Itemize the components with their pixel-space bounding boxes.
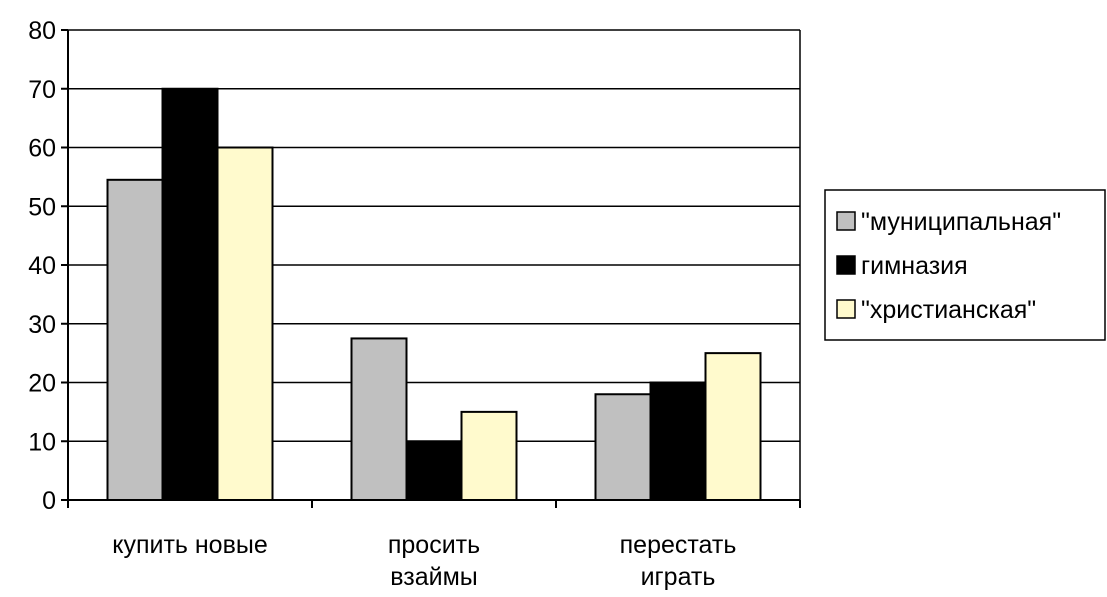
x-category-label: перестать играть xyxy=(620,531,737,591)
bars xyxy=(106,87,762,501)
legend-entry-label: "христианская" xyxy=(861,296,1036,324)
y-tick-label: 60 xyxy=(28,135,56,163)
y-tick-label: 70 xyxy=(28,76,56,104)
y-tick-label: 0 xyxy=(42,487,56,515)
legend-entry-label: "муниципальная" xyxy=(861,208,1061,236)
legend: "муниципальная" гимназия "христианская" xyxy=(824,189,1106,341)
bar xyxy=(216,146,274,501)
y-tick-label: 10 xyxy=(28,428,56,456)
y-tick-label: 80 xyxy=(28,17,56,45)
x-axis-categories: купить новые просить взаймы перестать играть xyxy=(67,500,801,591)
bar xyxy=(106,178,164,501)
legend-box xyxy=(824,189,1106,341)
legend-swatch xyxy=(836,299,856,319)
y-tick-label: 20 xyxy=(28,370,56,398)
legend-swatch xyxy=(836,255,856,275)
bar xyxy=(649,381,707,501)
bar xyxy=(594,393,652,501)
legend-swatch xyxy=(836,211,856,231)
bar xyxy=(350,337,408,501)
bar xyxy=(405,440,463,501)
x-category-label: купить новые xyxy=(112,531,268,559)
y-tick-label: 40 xyxy=(28,252,56,280)
bar xyxy=(161,87,219,501)
y-tick-label: 30 xyxy=(28,311,56,339)
y-axis-ticks: 0 10 20 30 40 50 60 70 80 xyxy=(28,17,68,515)
x-category-label: просить взаймы xyxy=(388,531,480,591)
bar xyxy=(704,352,762,501)
bar xyxy=(460,410,518,501)
legend-entry-label: гимназия xyxy=(861,252,968,280)
y-tick-label: 50 xyxy=(28,193,56,221)
